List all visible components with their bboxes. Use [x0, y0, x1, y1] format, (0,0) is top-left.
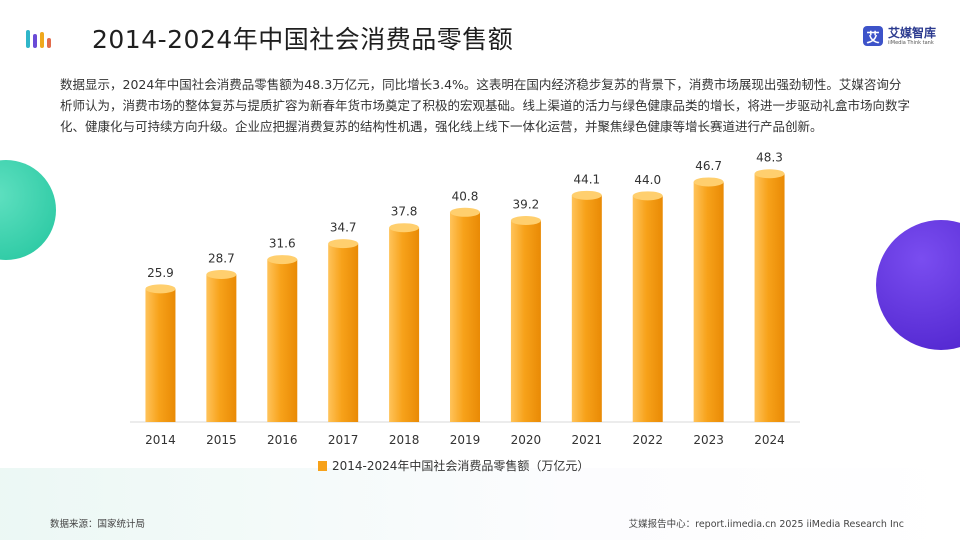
x-tick-label: 2020 — [511, 433, 542, 447]
bar-2021 — [571, 190, 602, 422]
brand-name: 艾媒智库 — [887, 25, 936, 40]
brand-subtitle: iiMedia Think tank — [887, 39, 934, 46]
bar-body — [754, 173, 785, 422]
bar-top — [389, 223, 420, 233]
x-tick-label: 2016 — [267, 433, 298, 447]
x-tick-label: 2024 — [754, 433, 785, 447]
bar-2014 — [145, 284, 176, 422]
bar-top — [632, 191, 663, 201]
data-label: 44.1 — [573, 172, 600, 186]
bar-body — [571, 195, 602, 422]
x-tick-label: 2017 — [328, 433, 359, 447]
legend-label: 2014-2024年中国社会消费品零售额（万亿元） — [332, 458, 589, 473]
data-label: 28.7 — [208, 251, 235, 265]
bar-top — [510, 216, 541, 226]
bar-body — [389, 227, 420, 422]
x-tick-label: 2015 — [206, 433, 237, 447]
data-label: 39.2 — [513, 198, 540, 212]
x-tick-label: 2022 — [632, 433, 663, 447]
bar-top — [450, 207, 480, 217]
data-label: 48.3 — [756, 151, 783, 165]
data-label: 31.6 — [269, 237, 296, 251]
data-label: 25.9 — [147, 266, 174, 280]
bar-2019 — [450, 207, 480, 422]
bar-body — [145, 288, 176, 422]
x-tick-label: 2023 — [693, 433, 724, 447]
bar-top — [145, 284, 176, 294]
bar-2022 — [632, 191, 663, 422]
bar-2016 — [267, 255, 298, 422]
bar-top — [328, 239, 359, 249]
description-paragraph: 数据显示，2024年中国社会消费品零售额为48.3万亿元，同比增长3.4%。这表… — [60, 77, 911, 134]
bar-body — [328, 243, 359, 422]
data-label: 44.0 — [634, 173, 661, 187]
decorative-bottom-wave — [0, 468, 960, 540]
brand-logo: 艾 艾媒智库 iiMedia Think tank — [862, 26, 936, 46]
bar-top — [571, 190, 602, 200]
bar-body — [267, 259, 298, 422]
brand-text: 艾媒智库 iiMedia Think tank — [888, 27, 936, 46]
bar-2017 — [328, 239, 359, 422]
data-label: 37.8 — [391, 205, 418, 219]
bar-top — [206, 269, 237, 279]
x-tick-label: 2021 — [572, 433, 603, 447]
bar-body — [450, 212, 480, 422]
bar-top — [693, 177, 724, 187]
bar-body — [693, 181, 724, 422]
bar-body — [206, 274, 237, 422]
bar-2024 — [754, 169, 785, 422]
data-source: 数据来源：国家统计局 — [50, 519, 146, 530]
brand-mark-icon: 艾 — [862, 26, 883, 46]
x-tick-label: 2014 — [145, 433, 176, 447]
x-tick-label: 2019 — [450, 433, 481, 447]
x-tick-label: 2018 — [389, 433, 420, 447]
data-label: 34.7 — [330, 221, 357, 235]
bar-body — [510, 220, 541, 422]
logo-bars-icon — [26, 30, 51, 48]
bar-top — [754, 169, 785, 179]
bar-2015 — [206, 269, 237, 422]
data-label: 40.8 — [452, 189, 479, 203]
bar-2020 — [510, 216, 541, 422]
bar-top — [267, 255, 298, 265]
bar-2023 — [693, 177, 724, 422]
legend-swatch — [318, 461, 327, 471]
bar-body — [632, 195, 663, 422]
data-label: 46.7 — [695, 159, 722, 173]
page-title: 2014-2024年中国社会消费品零售额 — [92, 25, 514, 54]
bar-2018 — [389, 223, 420, 422]
footer-credit: 艾媒报告中心：report.iimedia.cn 2025 iiMedia Re… — [628, 519, 904, 530]
